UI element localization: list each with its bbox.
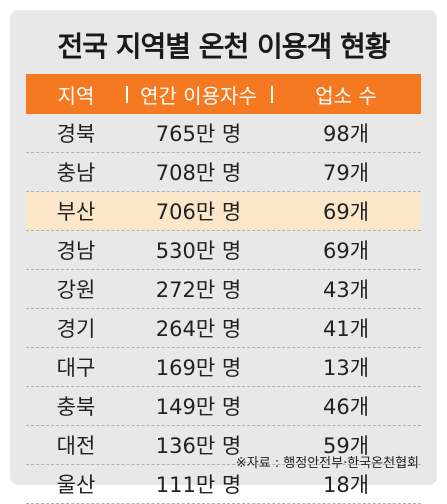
count-cell: 59개 bbox=[322, 434, 370, 458]
table-row: 충남 708만 명 79개 bbox=[26, 153, 421, 192]
count-cell: 46개 bbox=[322, 395, 370, 419]
region-cell: 대구 bbox=[56, 356, 96, 380]
region-cell: 충북 bbox=[56, 395, 96, 419]
table-row: 강원 272만 명 43개 bbox=[26, 270, 421, 309]
region-cell: 경남 bbox=[56, 239, 96, 263]
visitors-cell: 264만 명 bbox=[155, 317, 242, 341]
table-row: 대전 136만 명 59개 bbox=[26, 426, 421, 465]
count-cell: 69개 bbox=[322, 239, 370, 263]
visitors-cell: 706만 명 bbox=[155, 200, 242, 224]
count-cell: 18개 bbox=[322, 473, 370, 497]
count-cell: 69개 bbox=[322, 200, 370, 224]
region-cell: 부산 bbox=[56, 200, 96, 224]
count-cell: 98개 bbox=[322, 122, 370, 146]
visitors-cell: 530만 명 bbox=[155, 239, 242, 263]
visitors-cell: 111만 명 bbox=[155, 473, 242, 497]
table-row: 부산 706만 명 69개 bbox=[26, 192, 421, 231]
visitors-cell: 272만 명 bbox=[155, 278, 242, 302]
region-cell: 경북 bbox=[56, 122, 96, 146]
source-note: ※자료 : 행정안전부·한국온천협회 bbox=[235, 456, 419, 471]
infographic-panel: 전국 지역별 온천 이용객 현황 지역 연간 이용자수 업소 수 경북 765만 … bbox=[10, 10, 437, 504]
header-region: 지역 bbox=[57, 83, 95, 108]
count-cell: 43개 bbox=[322, 278, 370, 302]
table-row: 경북 765만 명 98개 bbox=[26, 114, 421, 153]
table-header-row: 지역 연간 이용자수 업소 수 bbox=[26, 74, 421, 114]
page-title: 전국 지역별 온천 이용객 현황 bbox=[57, 30, 390, 63]
header-count: 업소 수 bbox=[271, 80, 421, 109]
region-cell: 경기 bbox=[56, 317, 96, 341]
table-row: 대구 169만 명 13개 bbox=[26, 348, 421, 387]
region-cell: 대전 bbox=[56, 434, 96, 458]
visitors-cell: 136만 명 bbox=[155, 434, 242, 458]
count-cell: 41개 bbox=[322, 317, 370, 341]
table-row: 충북 149만 명 46개 bbox=[26, 387, 421, 426]
table-row: 경남 530만 명 69개 bbox=[26, 231, 421, 270]
count-cell: 79개 bbox=[322, 161, 370, 185]
table-row: 울산 111만 명 18개 bbox=[26, 465, 421, 504]
count-cell: 13개 bbox=[322, 356, 370, 380]
header-visitors: 연간 이용자수 bbox=[126, 80, 271, 109]
region-cell: 충남 bbox=[56, 161, 96, 185]
region-cell: 강원 bbox=[56, 278, 96, 302]
table-row: 경기 264만 명 41개 bbox=[26, 309, 421, 348]
visitors-cell: 169만 명 bbox=[155, 356, 242, 380]
visitors-cell: 765만 명 bbox=[155, 122, 242, 146]
visitors-cell: 149만 명 bbox=[155, 395, 242, 419]
region-cell: 울산 bbox=[56, 473, 96, 497]
visitors-cell: 708만 명 bbox=[155, 161, 242, 185]
table-body: 경북 765만 명 98개 충남 708만 명 79개 부산 706만 명 69개 경남 530만 … bbox=[26, 114, 421, 504]
